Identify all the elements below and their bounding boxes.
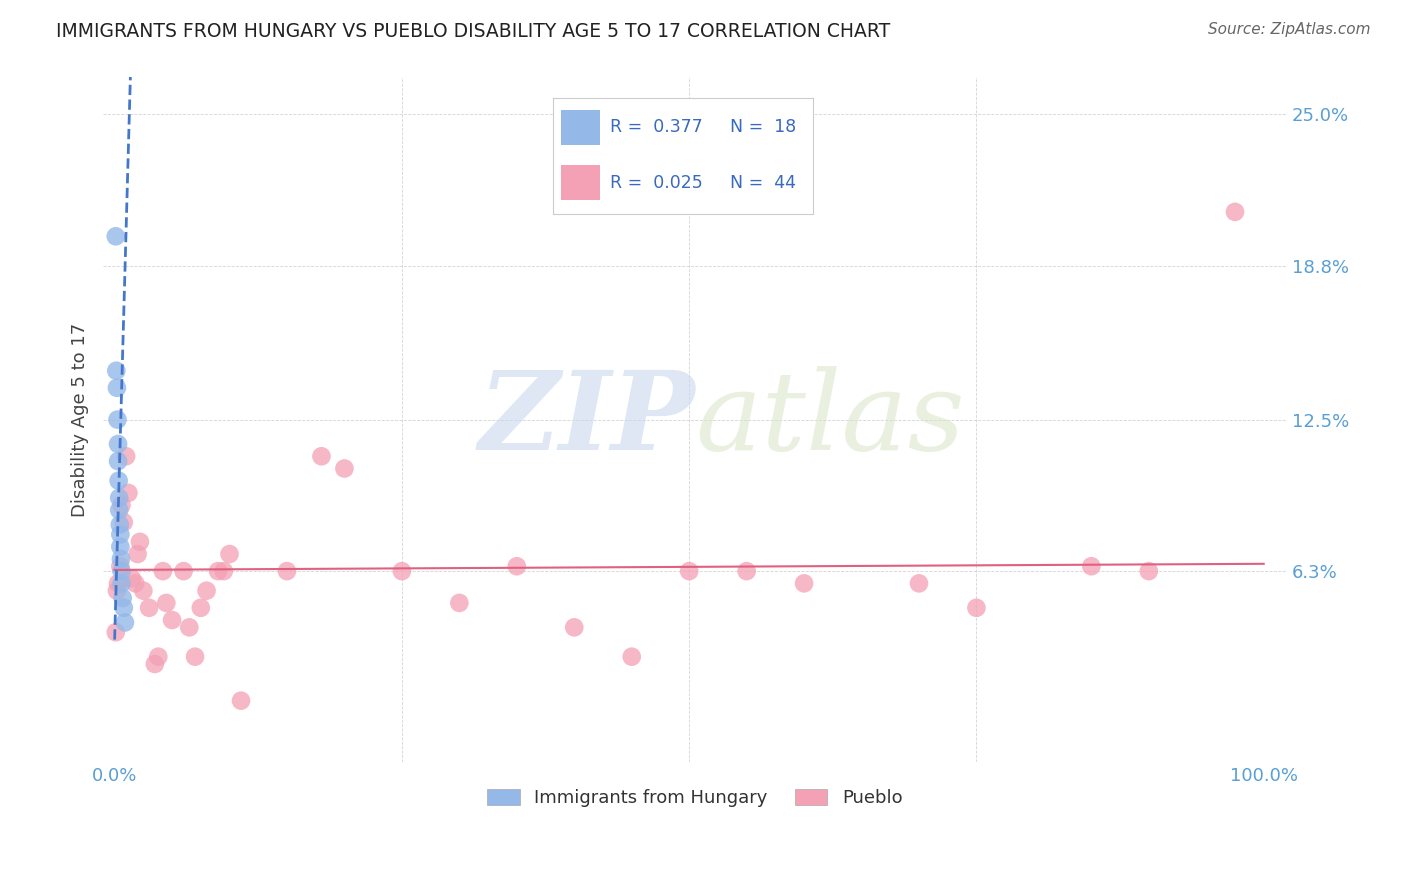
Point (155, 596, 177, 610)
Point (190, 600, 212, 615)
Point (735, 564, 758, 578)
Point (218, 547, 240, 561)
Point (105, 583, 128, 598)
Text: IMMIGRANTS FROM HUNGARY VS PUEBLO DISABILITY AGE 5 TO 17 CORRELATION CHART: IMMIGRANTS FROM HUNGARY VS PUEBLO DISABI… (56, 22, 890, 41)
Point (562, 620, 585, 634)
Point (108, 503, 131, 517)
Point (110, 559, 132, 574)
Point (138, 600, 160, 615)
Point (179, 620, 201, 634)
Point (229, 694, 252, 708)
Point (1223, 205, 1246, 219)
Point (104, 625, 127, 640)
Legend: Immigrants from Hungary, Pueblo: Immigrants from Hungary, Pueblo (481, 781, 910, 814)
Point (110, 540, 132, 554)
Point (112, 515, 135, 529)
Point (965, 600, 987, 615)
Point (127, 547, 149, 561)
Y-axis label: Disability Age 5 to 17: Disability Age 5 to 17 (72, 323, 89, 516)
Point (110, 498, 132, 512)
Point (148, 649, 170, 664)
Point (107, 474, 129, 488)
Point (678, 564, 700, 578)
Point (1080, 559, 1102, 574)
Point (107, 576, 129, 591)
Point (107, 437, 129, 451)
Point (105, 364, 128, 378)
Point (110, 527, 132, 541)
Point (184, 649, 207, 664)
Point (121, 572, 143, 586)
Point (793, 576, 815, 591)
Point (107, 412, 129, 426)
Point (132, 583, 155, 598)
Point (311, 450, 333, 464)
Point (333, 461, 356, 475)
Point (104, 229, 127, 244)
Point (110, 564, 132, 578)
Point (152, 564, 174, 578)
Point (212, 564, 235, 578)
Point (908, 576, 931, 591)
Point (195, 583, 218, 598)
Text: Source: ZipAtlas.com: Source: ZipAtlas.com (1208, 22, 1371, 37)
Point (105, 381, 128, 395)
Text: ZIP: ZIP (478, 366, 695, 474)
Point (449, 596, 471, 610)
Point (108, 491, 131, 505)
Point (124, 576, 146, 591)
Point (129, 534, 152, 549)
Point (114, 615, 136, 630)
Point (112, 600, 135, 615)
Point (276, 564, 298, 578)
Point (1137, 564, 1160, 578)
Point (620, 649, 643, 664)
Point (107, 454, 129, 468)
Point (110, 552, 132, 566)
Point (506, 559, 529, 574)
Point (160, 613, 183, 627)
Point (111, 591, 134, 605)
Point (207, 564, 229, 578)
Point (117, 486, 139, 500)
Point (143, 657, 166, 671)
Point (108, 517, 131, 532)
Point (110, 576, 132, 591)
Text: atlas: atlas (695, 366, 965, 474)
Point (115, 450, 138, 464)
Point (173, 564, 195, 578)
Point (391, 564, 413, 578)
